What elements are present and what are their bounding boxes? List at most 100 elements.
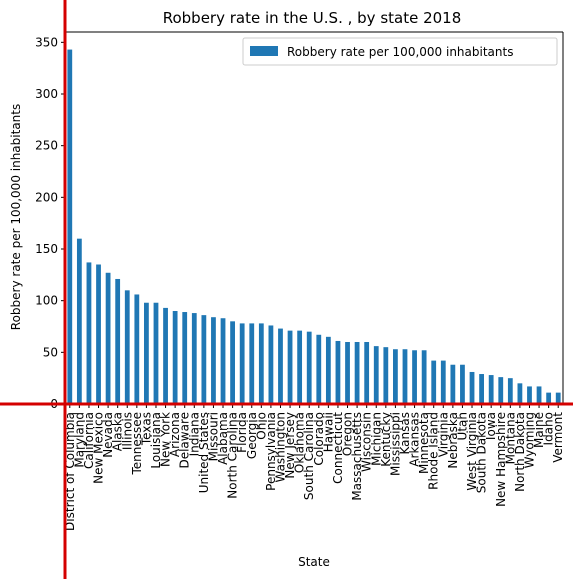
x-tick-label: New Jersey	[283, 412, 297, 479]
bar	[460, 364, 465, 404]
x-tick-label: Indiana	[187, 412, 201, 456]
x-tick-label: Michigan	[369, 412, 383, 466]
bar	[450, 364, 456, 404]
legend: Robbery rate per 100,000 inhabitants	[242, 37, 558, 66]
bar	[316, 334, 322, 404]
x-tick-label: Mississippi	[388, 412, 402, 476]
bar	[249, 323, 255, 404]
bar	[335, 340, 341, 404]
bar	[115, 278, 121, 404]
bar	[527, 386, 532, 404]
x-tick-label: California	[82, 412, 96, 469]
x-tick-label: Idaho	[542, 412, 556, 445]
y-tick-label: 100	[35, 294, 58, 308]
x-tick-label: Louisiana	[149, 412, 163, 469]
x-tick-label: Arizona	[168, 412, 182, 457]
x-tick-label: Wisconsin	[360, 412, 374, 472]
x-tick-label: New Hampshire	[494, 412, 508, 507]
x-tick-label: Arkansas	[408, 412, 422, 467]
legend-label: Robbery rate per 100,000 inhabitants	[287, 45, 513, 59]
x-tick-label: Vermont	[551, 412, 565, 463]
bar	[546, 392, 552, 404]
x-tick-label: Pennsylvania	[264, 412, 278, 491]
bar	[297, 330, 303, 404]
x-tick-label: Minnesota	[417, 412, 431, 474]
bars-group	[67, 49, 561, 404]
bar	[268, 325, 274, 404]
x-tick-label: Alabama	[216, 412, 230, 465]
x-axis-label: State	[298, 555, 330, 569]
x-tick-label: Virginia	[436, 412, 450, 457]
y-tick-label: 200	[35, 190, 58, 204]
x-tick-label: New York	[159, 412, 173, 467]
x-tick-label: Illinois	[120, 412, 134, 450]
x-tick-label: Florida	[235, 412, 249, 453]
x-tick-label: Rhode Island	[427, 412, 441, 490]
bar	[402, 349, 408, 404]
bar	[536, 386, 542, 404]
bar	[440, 360, 446, 404]
y-ticks-group: 050100150200250300350	[35, 35, 65, 411]
bar	[278, 328, 283, 404]
x-tick-label: South Dakota	[475, 412, 489, 493]
bar	[211, 317, 216, 404]
bar	[306, 331, 312, 404]
bar	[325, 336, 331, 404]
bar	[172, 311, 178, 404]
bar	[498, 377, 504, 404]
bar	[431, 360, 437, 404]
x-tick-label: Kentucky	[379, 412, 393, 467]
bar	[86, 262, 92, 404]
bar	[479, 374, 484, 404]
bar	[191, 313, 197, 404]
bar	[345, 342, 350, 404]
x-tick-label: Massachusetts	[350, 412, 364, 501]
bar	[67, 49, 73, 404]
bar	[163, 307, 168, 404]
x-tick-label: Maryland	[72, 412, 86, 468]
x-tick-label: Missouri	[206, 412, 220, 461]
y-tick-label: 150	[35, 242, 58, 256]
x-tick-label: Montana	[503, 412, 517, 464]
x-tick-label: Connecticut	[331, 412, 345, 484]
legend-box	[242, 37, 558, 66]
x-tick-label: Delaware	[178, 412, 192, 469]
x-tick-label: Colorado	[312, 412, 326, 466]
x-tick-label: Oklahoma	[293, 412, 307, 473]
y-tick-label: 350	[35, 35, 58, 49]
x-tick-label: Kansas	[398, 412, 412, 454]
bar	[287, 330, 293, 404]
x-tick-label: Georgia	[245, 412, 259, 459]
y-tick-label: 250	[35, 139, 58, 153]
x-tick-label: Nevada	[101, 412, 115, 458]
bar	[182, 312, 188, 404]
bar	[134, 294, 140, 404]
bar	[220, 318, 226, 404]
x-ticks-group: District of ColumbiaMarylandCaliforniaNe…	[63, 404, 565, 531]
bar	[144, 302, 149, 404]
x-tick-label: Tennessee	[130, 412, 144, 476]
bar	[517, 383, 523, 404]
bar	[230, 321, 235, 404]
x-tick-label: New Mexico	[92, 412, 106, 484]
bar	[555, 392, 561, 404]
x-tick-label: North Dakota	[513, 412, 527, 492]
x-tick-label: United States	[197, 412, 211, 493]
bar	[383, 347, 389, 404]
x-tick-label: West Virginia	[465, 412, 479, 491]
x-tick-label: Ohio	[254, 412, 268, 440]
y-tick-label: 300	[35, 87, 58, 101]
x-tick-label: Texas	[139, 412, 153, 446]
bar	[488, 375, 494, 404]
bar	[124, 290, 130, 404]
legend-swatch	[250, 46, 278, 56]
chart-title: Robbery rate in the U.S. , by state 2018	[163, 9, 462, 27]
x-tick-label: Washington	[273, 412, 287, 483]
x-tick-label: Oregon	[341, 412, 355, 456]
bar	[239, 323, 245, 404]
bar	[76, 238, 82, 404]
bar	[105, 272, 111, 404]
